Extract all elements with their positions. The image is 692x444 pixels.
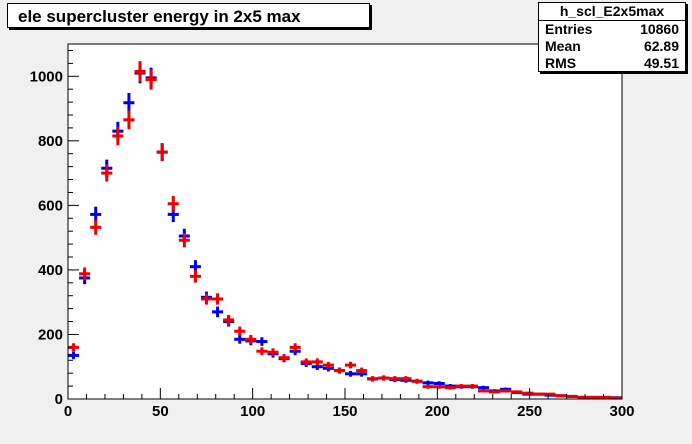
y-tick-label: 600 bbox=[38, 197, 63, 214]
stats-label: Mean bbox=[545, 38, 581, 54]
chart-title: ele supercluster energy in 2x5 max bbox=[7, 3, 370, 28]
stats-value: 10860 bbox=[640, 21, 679, 37]
data-point bbox=[189, 270, 201, 283]
data-point bbox=[256, 347, 268, 356]
data-point bbox=[311, 358, 323, 366]
data-point bbox=[422, 384, 434, 389]
data-point bbox=[555, 394, 567, 398]
data-point bbox=[245, 334, 257, 344]
data-point bbox=[477, 385, 490, 390]
y-axis: 0 200 400 600 800 1000 bbox=[30, 49, 79, 408]
data-point bbox=[223, 314, 235, 325]
data-point bbox=[333, 367, 345, 374]
data-point bbox=[112, 126, 124, 146]
data-point bbox=[422, 380, 434, 386]
data-point bbox=[200, 293, 213, 305]
x-tick-label: 50 bbox=[152, 403, 169, 420]
data-point bbox=[533, 392, 545, 396]
data-point bbox=[101, 164, 113, 182]
data-point bbox=[477, 389, 490, 393]
x-tick-label: 250 bbox=[517, 403, 542, 420]
data-point bbox=[411, 378, 423, 384]
stats-value: 49.51 bbox=[643, 55, 679, 71]
data-point bbox=[433, 384, 445, 389]
x-axis: 0 50 100 150 200 250 300 bbox=[64, 388, 635, 420]
x-tick-label: 300 bbox=[609, 403, 634, 420]
stats-row-mean: Mean 62.89 bbox=[539, 38, 685, 55]
data-point bbox=[178, 233, 190, 248]
data-point bbox=[489, 390, 501, 394]
y-tick-label: 1000 bbox=[30, 68, 63, 85]
data-point bbox=[566, 394, 578, 398]
data-point bbox=[123, 92, 135, 113]
data-point bbox=[68, 351, 80, 360]
data-point bbox=[599, 395, 611, 399]
stats-label: Entries bbox=[545, 21, 593, 37]
data-point bbox=[300, 358, 312, 366]
data-point bbox=[444, 385, 456, 390]
stats-label: RMS bbox=[545, 55, 577, 71]
data-point bbox=[500, 389, 512, 393]
y-tick-label: 0 bbox=[55, 391, 63, 408]
y-tick-label: 200 bbox=[38, 326, 63, 343]
data-point bbox=[156, 143, 168, 162]
data-point bbox=[400, 376, 412, 382]
data-point bbox=[167, 195, 179, 212]
data-point bbox=[212, 306, 224, 318]
data-point bbox=[79, 267, 91, 281]
data-point bbox=[610, 396, 622, 400]
data-point bbox=[322, 361, 334, 369]
data-point bbox=[90, 206, 102, 223]
stats-box: h_scl_E2x5max Entries 10860 Mean 62.89 R… bbox=[538, 2, 686, 72]
data-point bbox=[345, 361, 357, 369]
data-point bbox=[90, 219, 102, 235]
x-tick-label: 0 bbox=[64, 403, 72, 420]
data-point bbox=[378, 375, 390, 381]
data-point bbox=[522, 391, 534, 395]
data-point bbox=[577, 395, 589, 399]
data-point bbox=[544, 392, 556, 396]
data-point bbox=[588, 395, 600, 399]
data-point bbox=[389, 376, 401, 382]
y-tick-label: 800 bbox=[38, 133, 63, 150]
data-point bbox=[212, 293, 224, 305]
data-point bbox=[511, 390, 523, 394]
data-point bbox=[256, 337, 268, 346]
stats-row-entries: Entries 10860 bbox=[539, 21, 685, 38]
data-point bbox=[345, 370, 357, 377]
data-point bbox=[123, 110, 135, 130]
plot-area bbox=[68, 44, 622, 399]
x-tick-label: 150 bbox=[332, 403, 357, 420]
x-tick-label: 200 bbox=[425, 403, 450, 420]
data-point bbox=[145, 69, 157, 90]
data-point bbox=[267, 348, 279, 357]
data-point bbox=[278, 354, 290, 362]
stats-histogram-name: h_scl_E2x5max bbox=[539, 3, 685, 21]
stats-value: 62.89 bbox=[643, 38, 679, 54]
data-point bbox=[466, 384, 478, 389]
data-point bbox=[455, 384, 467, 389]
data-point bbox=[234, 326, 246, 336]
stats-row-rms: RMS 49.51 bbox=[539, 55, 685, 72]
data-point bbox=[356, 367, 368, 374]
data-point bbox=[134, 61, 146, 82]
x-tick-label: 100 bbox=[240, 403, 265, 420]
data-point bbox=[289, 343, 301, 352]
data-point bbox=[234, 334, 246, 344]
y-tick-label: 400 bbox=[38, 262, 63, 279]
data-point bbox=[367, 376, 379, 382]
